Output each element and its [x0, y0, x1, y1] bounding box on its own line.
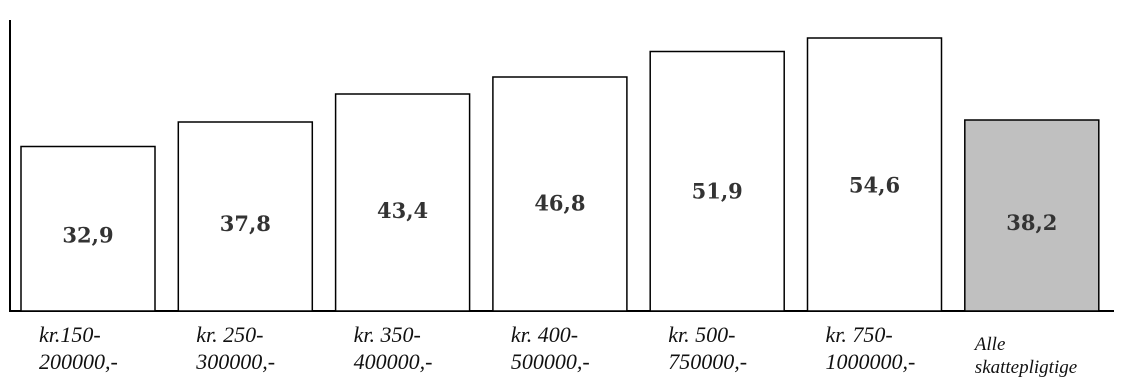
bar-4 — [492, 76, 628, 312]
category-label-4: kr. 400-500000,- — [511, 322, 590, 374]
bar-value-label-2: 37,8 — [220, 211, 271, 236]
bar-7 — [964, 119, 1100, 312]
category-label-1: kr.150-200000,- — [39, 322, 118, 374]
category-label-line: 500000,- — [511, 349, 590, 374]
bar-value-label-5: 51,9 — [692, 179, 743, 204]
bar-5 — [649, 50, 785, 312]
bar-value-label-3: 43,4 — [377, 198, 428, 223]
category-label-line: kr. 250- — [196, 322, 263, 347]
category-label-line: 300000,- — [195, 349, 275, 374]
category-label-line: 750000,- — [668, 349, 747, 374]
category-label-2: kr. 250-300000,- — [195, 322, 275, 374]
category-label-line: Alle — [973, 334, 1006, 355]
bar-2 — [177, 121, 314, 312]
category-label-line: kr. 400- — [511, 322, 578, 347]
bar-value-label-6: 54,6 — [849, 172, 900, 197]
category-labels: kr.150-200000,- kr. 250-300000,- kr. 350-4… — [39, 322, 1077, 378]
bar-value-label-7: 38,2 — [1006, 210, 1057, 235]
category-label-line: kr. 500- — [668, 322, 735, 347]
category-label-3: kr. 350-400000,- — [354, 322, 433, 374]
category-label-7: Alle skattepligtige — [973, 334, 1077, 378]
bar-3 — [334, 93, 471, 312]
bar-6 — [806, 37, 943, 312]
bar-value-label-1: 32,9 — [62, 222, 113, 247]
category-label-line: skattepligtige — [975, 357, 1077, 378]
category-label-line: kr.150- — [39, 322, 101, 347]
category-label-5: kr. 500-750000,- — [668, 322, 747, 374]
category-label-line: 1000000,- — [826, 349, 916, 374]
bars — [20, 37, 1100, 312]
category-label-6: kr. 750-1000000,- — [826, 322, 916, 374]
value-labels: 32,9 37,8 43,4 46,8 51,9 54,6 38,2 — [62, 172, 1057, 247]
category-label-line: kr. 350- — [354, 322, 421, 347]
category-label-line: 400000,- — [354, 349, 433, 374]
category-label-line: 200000,- — [39, 349, 118, 374]
category-label-line: kr. 750- — [826, 322, 893, 347]
bar-1 — [20, 145, 156, 312]
bar-value-label-4: 46,8 — [534, 190, 585, 215]
